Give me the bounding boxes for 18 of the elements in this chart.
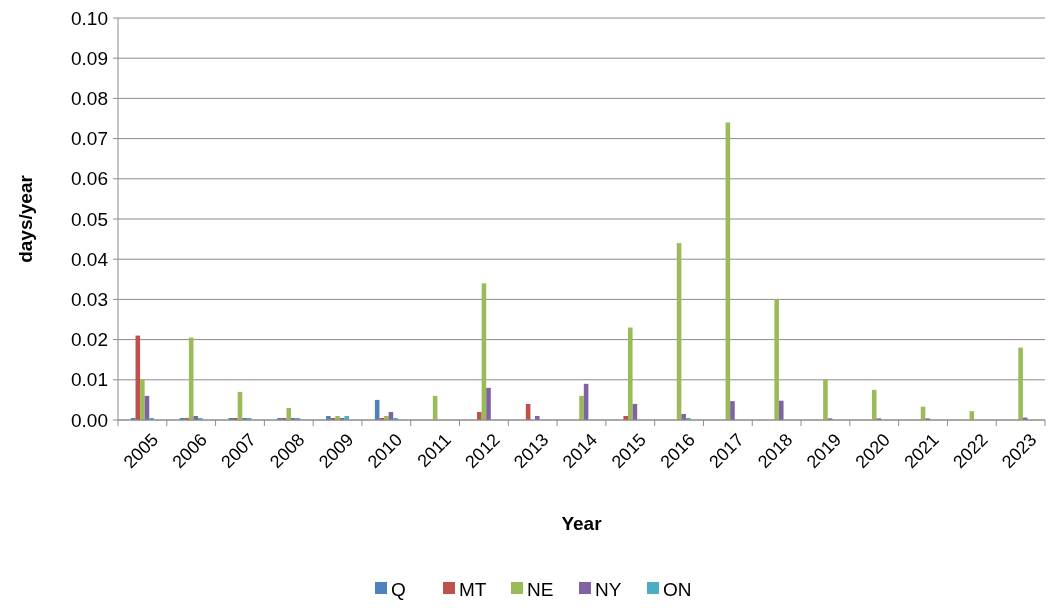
y-axis-title: days/year <box>15 174 36 263</box>
x-axis-title: Year <box>561 513 603 534</box>
y-tick-label: 0.06 <box>71 168 108 190</box>
y-tick-label: 0.08 <box>71 88 108 110</box>
legend-label: Q <box>391 579 406 600</box>
y-tick-label: 0.00 <box>71 409 108 431</box>
y-tick-label: 0.04 <box>71 248 109 270</box>
legend-label: NE <box>527 579 554 600</box>
y-tick-label: 0.02 <box>71 329 108 351</box>
y-tick-label: 0.07 <box>71 128 108 150</box>
legend-label: MT <box>459 579 487 600</box>
y-tick-label: 0.09 <box>71 47 108 69</box>
y-tick-label: 0.01 <box>71 369 108 391</box>
legend-label: ON <box>663 579 692 600</box>
y-tick-label: 0.03 <box>71 289 108 311</box>
y-tick-label: 0.10 <box>71 7 108 29</box>
y-tick-label: 0.05 <box>71 208 108 230</box>
legend-label: NY <box>595 579 622 600</box>
